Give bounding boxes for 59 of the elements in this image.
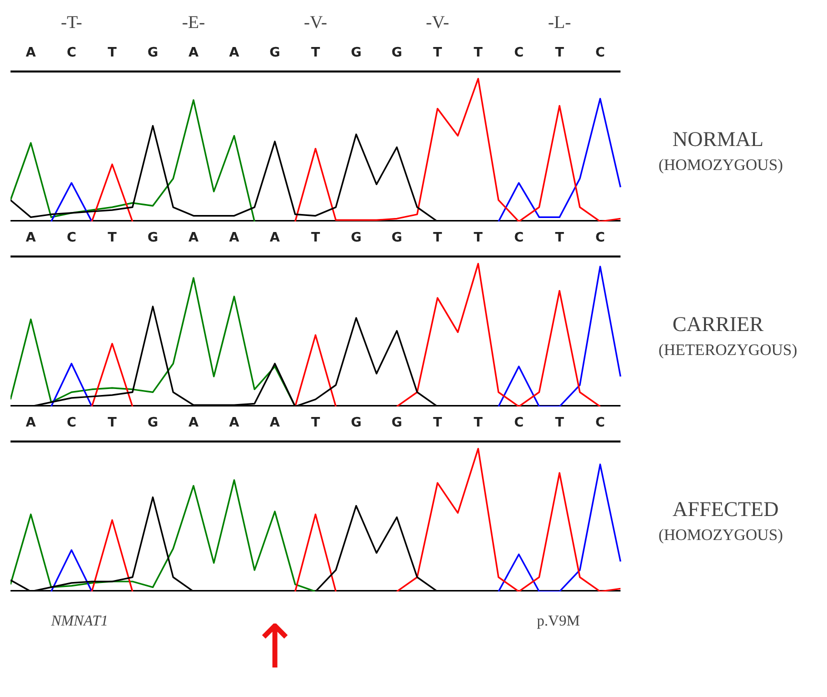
x-tick-label: G [350,416,362,430]
x-tick-label: T [108,230,117,246]
text: CARRIER [672,312,764,336]
text: ↑ [250,612,300,682]
x-tick-label: G [392,416,402,430]
x-tick-label: T [311,230,320,246]
text: -L- [548,12,571,32]
x-tick-label: A [26,416,36,430]
x-tick-label: A [188,230,199,246]
x-tick-label: G [270,46,280,60]
x-tick-label: T [474,46,483,60]
x-tick-label: C [514,230,524,246]
text: -E- [182,12,205,32]
x-tick-label: T [108,416,117,430]
x-tick-label: T [555,230,564,246]
x-tick-label: C [595,46,605,60]
x-tick-label: A [188,416,199,430]
x-tick-label: T [433,46,442,60]
text: p.V9M [536,613,580,630]
x-tick-label: C [595,230,605,246]
x-tick-label: C [514,416,524,430]
x-tick-label: T [555,416,564,430]
x-tick-label: A [229,46,240,60]
x-tick-label: G [148,230,158,246]
x-tick-label: A [229,416,240,430]
x-tick-label: G [392,230,402,246]
text: (HOMOZYGOUS) [658,527,783,544]
x-tick-label: A [229,230,240,246]
text: -T- [60,12,82,32]
x-tick-label: A [26,46,36,60]
x-tick-label: T [474,230,483,246]
x-tick-label: T [555,46,564,60]
x-tick-label: C [66,230,76,246]
text: -V- [426,12,450,32]
x-tick-label: G [148,46,158,60]
text: (HETEROZYGOUS) [658,342,798,359]
x-tick-label: T [433,230,442,246]
text: NORMAL [672,127,764,151]
x-tick-label: T [474,416,483,430]
x-tick-label: A [270,230,280,246]
text: -V- [304,12,328,32]
x-tick-label: G [392,46,402,60]
x-tick-label: A [270,416,280,430]
x-tick-label: T [108,46,117,60]
x-tick-label: T [311,46,320,60]
text: NMNAT1 [50,613,108,630]
text: (HOMOZYGOUS) [658,157,783,174]
text: AFFECTED [672,497,779,521]
x-tick-label: T [433,416,442,430]
x-tick-label: T [311,416,320,430]
x-tick-label: C [66,46,76,60]
x-tick-label: C [66,416,76,430]
x-tick-label: G [350,46,362,60]
x-tick-label: A [26,230,36,246]
x-tick-label: C [514,46,524,60]
x-tick-label: C [595,416,605,430]
x-tick-label: G [148,416,158,430]
x-tick-label: A [188,46,199,60]
x-tick-label: G [350,230,362,246]
